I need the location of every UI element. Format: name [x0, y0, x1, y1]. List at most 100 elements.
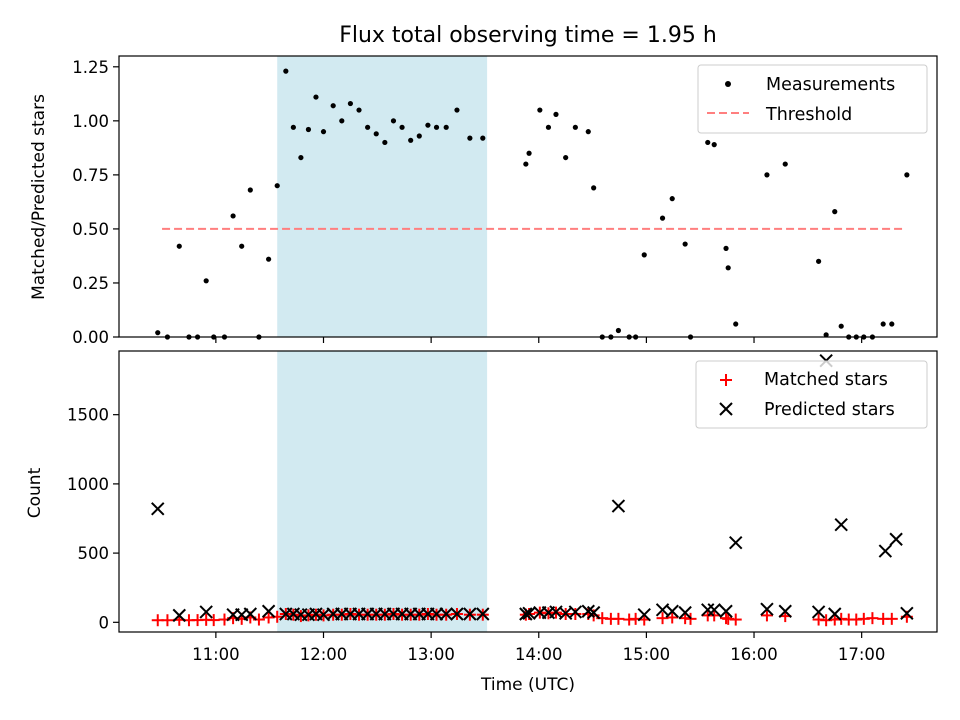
top-y-tick-label: 0.25	[72, 274, 109, 293]
bottom-x-ticks: 11:00 12:00 13:00 14:00 15:00 16:00 17:00	[192, 632, 885, 664]
measurement-point	[816, 258, 822, 264]
bottom-y-tick-label: 1500	[67, 406, 109, 425]
top-y-tick-label: 0.75	[72, 166, 109, 185]
measurement-point	[572, 124, 578, 130]
measurement-point	[523, 161, 529, 167]
x-tick-label: 12:00	[300, 645, 348, 664]
predicted-star-point	[450, 607, 464, 621]
predicted-star-point	[707, 603, 721, 617]
x-tick-label: 15:00	[623, 645, 671, 664]
measurement-point	[723, 245, 729, 251]
measurement-point	[537, 107, 543, 113]
measurement-point	[764, 172, 770, 178]
predicted-star-point	[900, 606, 914, 621]
x-tick-label: 11:00	[192, 645, 240, 664]
measurement-point	[880, 321, 886, 327]
legend-threshold-label: Threshold	[765, 105, 852, 125]
x-tick-label: 17:00	[838, 645, 886, 664]
x-tick-label: 14:00	[515, 645, 563, 664]
measurement-point	[283, 68, 289, 74]
measurement-point	[832, 209, 838, 215]
bottom-y-ticks: 0 500 1000 1500	[67, 406, 119, 632]
predicted-star-point	[637, 607, 651, 622]
measurement-point	[467, 135, 473, 141]
predicted-star-point	[586, 605, 601, 620]
measurement-point	[454, 107, 460, 113]
measurement-point	[382, 139, 388, 146]
measurement-point	[563, 154, 569, 161]
measurement-point	[425, 122, 431, 128]
predicted-star-point	[778, 604, 792, 618]
measurement-point	[585, 129, 591, 135]
measurement-point	[443, 124, 449, 130]
measurement-point	[889, 321, 895, 327]
matched-star-point	[161, 614, 174, 627]
measurement-point	[659, 215, 666, 221]
x-tick-label: 13:00	[407, 645, 455, 664]
predicted-star-point	[665, 604, 679, 618]
top-panel: 0.00 0.25 0.50 0.75 1.00 1.25 Matched/Predict…	[29, 55, 938, 347]
measurement-point	[365, 124, 371, 130]
bottom-y-tick-label: 0	[99, 613, 110, 632]
predicted-star-point	[889, 532, 903, 546]
measurement-point	[669, 196, 675, 202]
measurement-point	[641, 252, 647, 258]
measurement-point	[247, 187, 253, 193]
predicted-star-point	[151, 502, 165, 516]
top-y-tick-label: 1.25	[72, 58, 109, 77]
measurement-point	[298, 154, 304, 161]
predicted-star-point	[522, 606, 536, 621]
bottom-legend: Matched stars Predicted stars	[695, 360, 928, 429]
predicted-star-point	[760, 602, 774, 616]
top-axes-frame	[118, 55, 938, 338]
top-legend-box	[697, 64, 928, 134]
top-highlight-span	[277, 56, 488, 337]
measurement-point	[711, 142, 717, 148]
matched-star-point	[760, 609, 773, 622]
predicted-star-point	[463, 607, 477, 621]
legend-predicted-label: Predicted stars	[764, 400, 895, 420]
measurement-point	[615, 327, 622, 334]
matched-star-point	[885, 612, 898, 625]
matched-star-point	[866, 612, 879, 625]
bottom-highlight-span	[277, 351, 488, 632]
predicted-star-point	[199, 605, 213, 619]
measurement-point	[330, 103, 336, 109]
bottom-axes-frame	[118, 350, 938, 633]
measurement-point	[239, 243, 245, 249]
measurement-point	[313, 94, 319, 100]
measurement-point	[733, 321, 739, 327]
measurement-point	[591, 185, 597, 191]
x-tick-label: 16:00	[730, 645, 778, 664]
measurement-point	[390, 118, 397, 124]
matched-star-point	[612, 612, 625, 625]
predicted-star-point	[834, 518, 848, 532]
measurement-point	[416, 133, 422, 139]
top-y-tick-label: 0.50	[72, 220, 109, 239]
predicted-star-point	[439, 607, 453, 621]
predicted-star-point	[678, 605, 692, 620]
measurement-point	[904, 172, 910, 178]
legend-measurements-label: Measurements	[766, 75, 895, 95]
measurement-point	[838, 323, 844, 329]
top-y-ticks: 0.00 0.25 0.50 0.75 1.00 1.25	[72, 58, 119, 347]
measurement-point	[290, 124, 296, 130]
top-y-axis-label: Matched/Predicted stars	[29, 94, 49, 300]
measurement-point	[705, 139, 711, 146]
predicted-star-point	[878, 544, 893, 558]
measurement-point	[725, 265, 731, 271]
bottom-y-axis-label: Count	[25, 467, 45, 518]
measurement-point	[176, 243, 182, 249]
predicted-star-point	[476, 607, 490, 621]
legend-matched-marker	[720, 374, 732, 386]
top-y-tick-label: 0.00	[72, 328, 109, 347]
predicted-star-point	[429, 607, 444, 621]
matched-star-point	[666, 611, 679, 624]
measurement-point	[347, 100, 354, 107]
bottom-y-tick-label: 1000	[67, 475, 109, 494]
predicted-star-point	[568, 605, 583, 619]
measurement-point	[266, 256, 272, 262]
matched-star-point	[569, 608, 582, 621]
predicted-star-point	[719, 604, 733, 618]
